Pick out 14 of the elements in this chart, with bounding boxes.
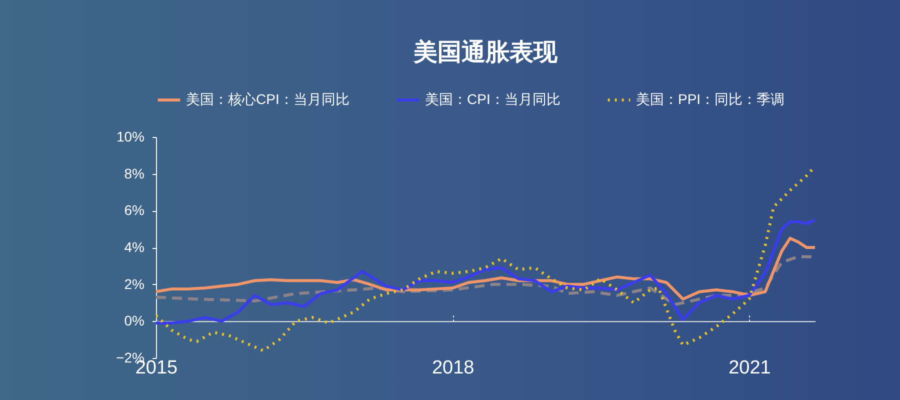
legend-label: 美国：核心CPI：当月同比 xyxy=(186,91,350,107)
x-tick-label: 2021 xyxy=(728,358,771,378)
y-tick-label: 0% xyxy=(124,312,144,329)
chart-title: 美国通胀表现 xyxy=(412,38,558,66)
y-tick-label: 8% xyxy=(124,165,144,182)
legend-label: 美国：CPI：当月同比 xyxy=(425,91,560,107)
x-tick-label: 2018 xyxy=(432,358,474,378)
line-series xyxy=(156,236,815,301)
y-tick-label: 10% xyxy=(116,128,144,144)
y-tick-label: 6% xyxy=(124,202,144,218)
line-series xyxy=(156,218,815,325)
legend-label: 美国：PPI：同比：季调 xyxy=(636,91,785,107)
y-tick-label: 2% xyxy=(124,276,144,292)
y-tick-label: 4% xyxy=(124,239,144,255)
